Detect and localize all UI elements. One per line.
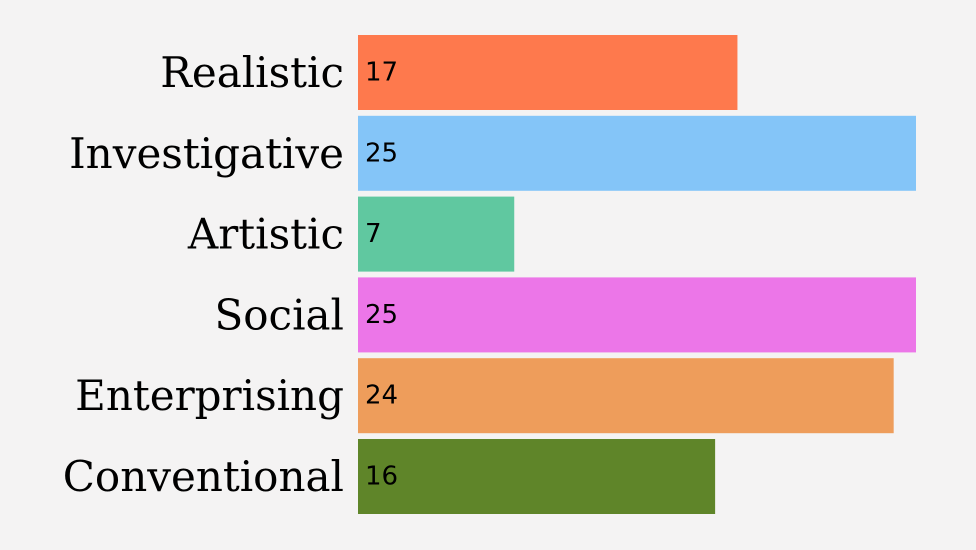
category-label-investigative: Investigative [69, 129, 344, 178]
category-label-conventional: Conventional [63, 452, 344, 501]
value-labels-group: 17 25 7 25 24 16 [365, 58, 398, 492]
bar-social [358, 277, 916, 353]
bar-conventional [358, 439, 716, 514]
category-label-realistic: Realistic [160, 48, 344, 97]
bar-artistic [358, 196, 515, 272]
bar-investigative [358, 115, 916, 191]
category-label-social: Social [215, 290, 345, 339]
bars-group [358, 35, 916, 514]
value-label-conventional: 16 [365, 462, 398, 492]
category-labels-group: Realistic Investigative Artistic Social Ente… [63, 48, 344, 501]
category-label-enterprising: Enterprising [75, 371, 344, 420]
value-label-social: 25 [365, 300, 398, 330]
value-label-enterprising: 24 [365, 381, 398, 411]
category-label-artistic: Artistic [187, 210, 344, 259]
bar-enterprising [358, 358, 894, 434]
value-label-realistic: 17 [365, 58, 398, 88]
bar-realistic [358, 35, 738, 110]
value-label-investigative: 25 [365, 138, 398, 168]
value-label-artistic: 7 [365, 219, 382, 249]
